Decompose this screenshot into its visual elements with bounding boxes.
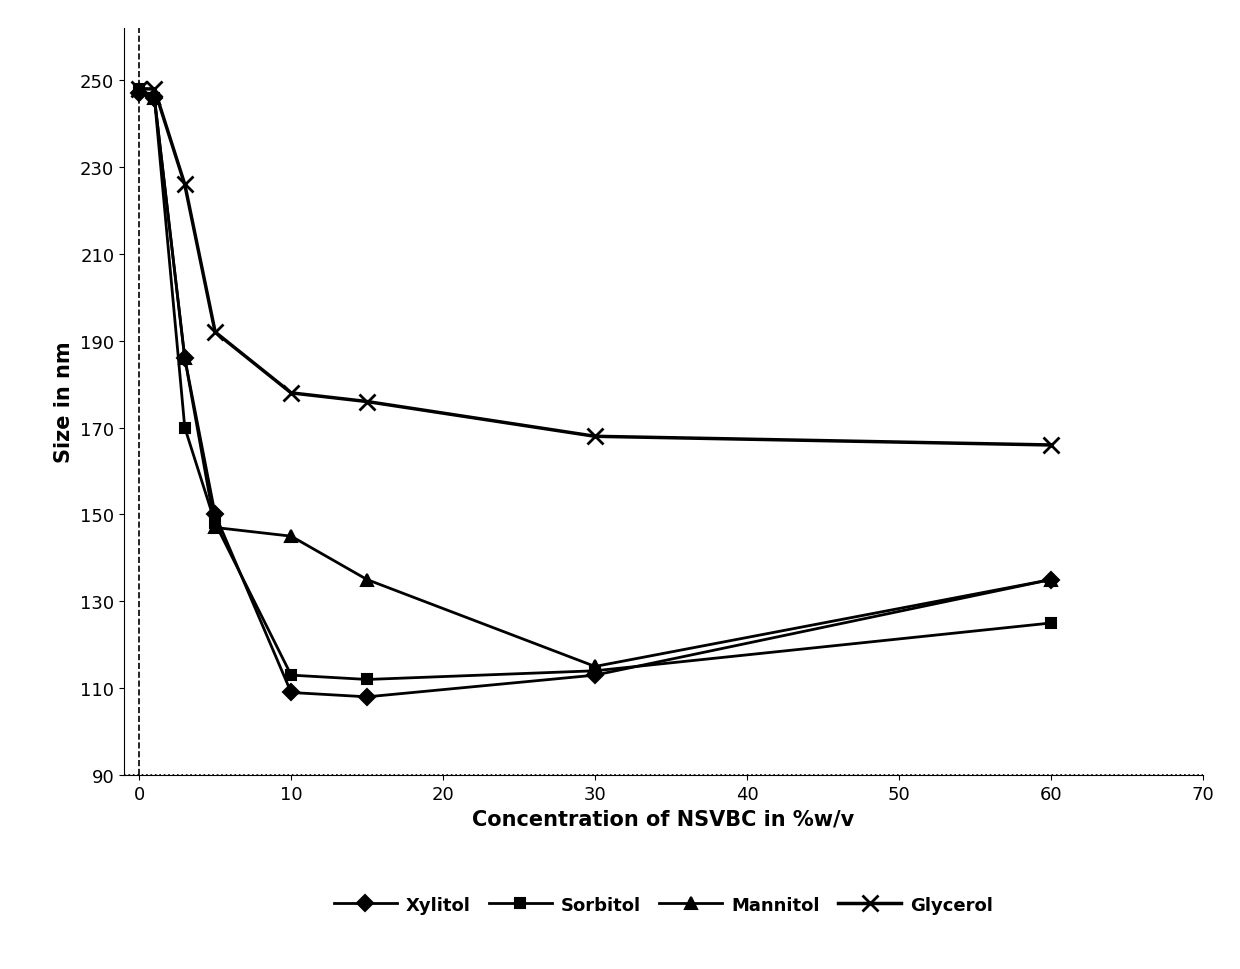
Sorbitol: [148, 93, 162, 105]
Xylitol: [148, 93, 162, 105]
Glycerol: [588, 431, 603, 443]
Sorbitol: [284, 670, 299, 681]
Xylitol: [588, 670, 603, 681]
Line: Glycerol: Glycerol: [131, 81, 1059, 453]
Line: Xylitol: Xylitol: [134, 88, 1056, 703]
Mannitol: [588, 661, 603, 672]
Mannitol: [177, 353, 192, 364]
Y-axis label: Size in nm: Size in nm: [55, 341, 74, 463]
Glycerol: [208, 327, 223, 338]
Mannitol: [208, 522, 223, 534]
Mannitol: [1043, 575, 1058, 586]
Line: Sorbitol: Sorbitol: [134, 85, 1055, 685]
Glycerol: [360, 396, 374, 408]
Mannitol: [131, 84, 146, 96]
Sorbitol: [208, 517, 223, 529]
Sorbitol: [588, 666, 603, 677]
Legend: Xylitol, Sorbitol, Mannitol, Glycerol: Xylitol, Sorbitol, Mannitol, Glycerol: [326, 889, 1001, 922]
Xylitol: [177, 353, 192, 364]
Xylitol: [284, 687, 299, 699]
Xylitol: [131, 88, 146, 100]
Xylitol: [1043, 575, 1058, 586]
Mannitol: [360, 575, 374, 586]
Glycerol: [131, 84, 146, 96]
Glycerol: [284, 388, 299, 399]
Mannitol: [284, 531, 299, 543]
Glycerol: [1043, 440, 1058, 452]
Xylitol: [208, 509, 223, 520]
Glycerol: [148, 84, 162, 96]
Sorbitol: [177, 422, 192, 434]
Sorbitol: [360, 674, 374, 686]
Sorbitol: [1043, 617, 1058, 629]
Xylitol: [360, 691, 374, 703]
Line: Mannitol: Mannitol: [134, 84, 1056, 672]
Glycerol: [177, 179, 192, 191]
X-axis label: Concentration of NSVBC in %w/v: Concentration of NSVBC in %w/v: [472, 808, 854, 828]
Mannitol: [148, 93, 162, 105]
Sorbitol: [131, 84, 146, 96]
